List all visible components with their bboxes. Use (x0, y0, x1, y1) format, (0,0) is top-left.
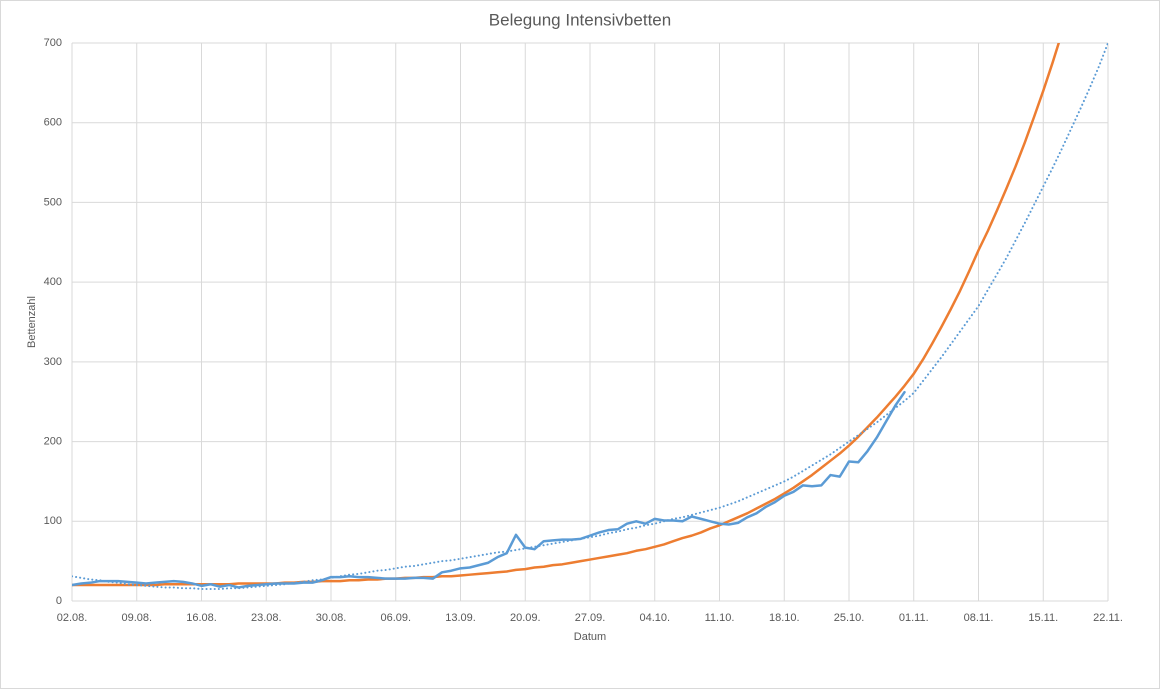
x-tick-label: 20.09. (510, 612, 541, 624)
chart-title: Belegung Intensivbetten (489, 10, 671, 29)
x-tick-label: 06.09. (380, 612, 411, 624)
y-tick-label: 700 (44, 37, 62, 49)
x-tick-label: 25.10. (834, 612, 865, 624)
trend-line (72, 43, 1108, 591)
y-axis-label: Bettenzahl (26, 296, 38, 348)
y-tick-label: 500 (44, 196, 62, 208)
series-line (72, 390, 906, 589)
x-axis-label: Datum (574, 631, 606, 643)
x-tick-label: 02.08. (57, 612, 88, 624)
x-tick-label: 04.10. (639, 612, 670, 624)
x-tick-label: 18.10. (769, 612, 800, 624)
x-tick-label: 23.08. (251, 612, 282, 624)
x-tick-label: 16.08. (186, 612, 217, 624)
y-tick-label: 400 (44, 276, 62, 288)
x-tick-label: 11.10. (705, 612, 735, 624)
x-tick-label: 08.11. (964, 612, 994, 624)
x-tick-label: 30.08. (316, 612, 347, 624)
x-tick-label: 27.09. (575, 612, 606, 624)
x-tick-label: 13.09. (445, 612, 476, 624)
x-tick-label: 15.11. (1028, 612, 1058, 624)
y-tick-label: 300 (44, 356, 62, 368)
x-tick-label: 01.11. (899, 612, 929, 624)
series-line (72, 43, 1061, 587)
y-tick-label: 200 (44, 435, 62, 447)
y-tick-label: 600 (44, 117, 62, 129)
x-tick-label: 09.08. (121, 612, 152, 624)
plot-area (72, 43, 1108, 591)
y-tick-label: 0 (56, 595, 62, 607)
y-tick-label: 100 (44, 515, 62, 527)
x-tick-label: 22.11. (1093, 612, 1123, 624)
grid (71, 42, 1109, 602)
